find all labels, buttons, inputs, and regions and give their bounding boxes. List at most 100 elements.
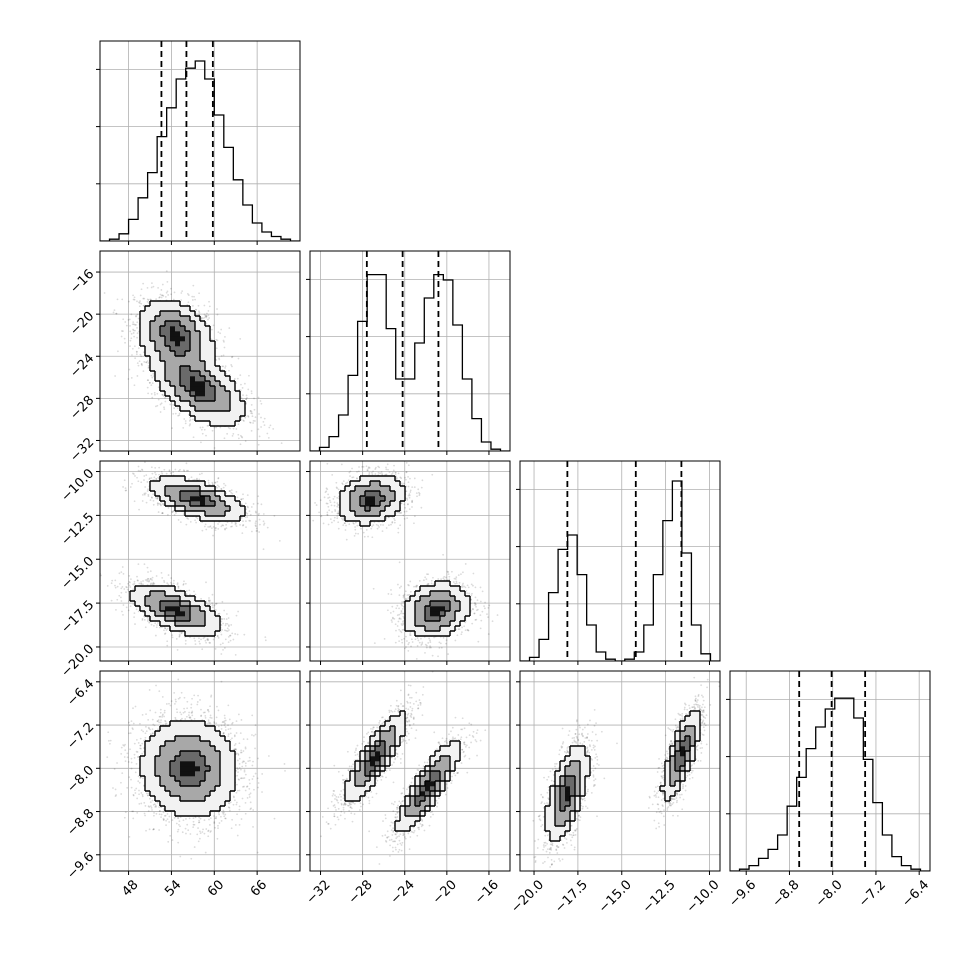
scatter-point bbox=[157, 622, 159, 624]
scatter-point bbox=[168, 507, 170, 509]
scatter-point bbox=[177, 407, 179, 409]
scatter-point bbox=[231, 489, 233, 491]
density-cell bbox=[190, 336, 195, 341]
scatter-point bbox=[136, 327, 138, 329]
scatter-point bbox=[182, 427, 184, 429]
scatter-point bbox=[141, 365, 143, 367]
scatter-point bbox=[236, 615, 238, 617]
scatter-point bbox=[129, 586, 131, 588]
scatter-point bbox=[162, 295, 164, 297]
scatter-point bbox=[153, 500, 155, 502]
density-cell bbox=[200, 391, 205, 396]
density-cell bbox=[215, 411, 220, 416]
density-cell bbox=[225, 381, 230, 386]
scatter-point bbox=[251, 430, 253, 432]
scatter-point bbox=[170, 288, 172, 290]
density-cell bbox=[170, 311, 175, 316]
scatter-point bbox=[185, 643, 187, 645]
scatter-point bbox=[158, 399, 160, 401]
scatter-point bbox=[146, 481, 148, 483]
scatter-point bbox=[222, 365, 224, 367]
density-cell bbox=[205, 386, 210, 391]
scatter-point bbox=[198, 314, 200, 316]
scatter-point bbox=[138, 466, 140, 468]
scatter-point bbox=[195, 643, 197, 645]
scatter-point bbox=[129, 369, 131, 371]
scatter-point bbox=[254, 409, 256, 411]
scatter-point bbox=[171, 427, 173, 429]
scatter-point bbox=[251, 390, 253, 392]
scatter-point bbox=[213, 639, 215, 641]
scatter-point bbox=[251, 404, 253, 406]
density-cell bbox=[215, 396, 220, 401]
scatter-point bbox=[162, 512, 164, 514]
scatter-point bbox=[198, 305, 200, 307]
scatter-point bbox=[164, 401, 166, 403]
scatter-point bbox=[216, 347, 218, 349]
density-cell bbox=[160, 316, 165, 321]
scatter-point bbox=[161, 471, 163, 473]
scatter-point bbox=[136, 321, 138, 323]
scatter-point bbox=[158, 474, 160, 476]
scatter-point bbox=[228, 641, 230, 643]
scatter-point bbox=[192, 285, 194, 287]
scatter-point bbox=[255, 511, 257, 513]
scatter-point bbox=[131, 354, 133, 356]
scatter-point bbox=[150, 578, 152, 580]
scatter-point bbox=[135, 315, 137, 317]
density-cell bbox=[145, 311, 150, 316]
scatter-point bbox=[121, 298, 123, 300]
scatter-point bbox=[253, 420, 255, 422]
density-cell bbox=[205, 351, 210, 356]
scatter-point bbox=[147, 367, 149, 369]
density-cell bbox=[180, 346, 185, 351]
density-cell bbox=[150, 356, 155, 361]
scatter-point bbox=[117, 350, 119, 352]
scatter-point bbox=[238, 423, 240, 425]
scatter-point bbox=[130, 337, 132, 339]
scatter-point bbox=[242, 419, 244, 421]
scatter-point bbox=[215, 339, 217, 341]
scatter-point bbox=[139, 302, 141, 304]
scatter-point bbox=[147, 379, 149, 381]
scatter-point bbox=[124, 321, 126, 323]
scatter-point bbox=[212, 430, 214, 432]
scatter-point bbox=[188, 294, 190, 296]
scatter-point bbox=[233, 428, 235, 430]
scatter-point bbox=[224, 437, 226, 439]
scatter-point bbox=[240, 443, 242, 445]
scatter-point bbox=[255, 520, 257, 522]
density-cell bbox=[220, 411, 225, 416]
scatter-point bbox=[205, 529, 207, 531]
scatter-point bbox=[183, 580, 185, 582]
scatter-point bbox=[222, 649, 224, 651]
scatter-point bbox=[253, 503, 255, 505]
scatter-point bbox=[138, 347, 140, 349]
scatter-point bbox=[143, 479, 145, 481]
scatter-point bbox=[236, 491, 238, 493]
scatter-point bbox=[217, 635, 219, 637]
scatter-point bbox=[145, 362, 147, 364]
scatter-point bbox=[258, 513, 260, 515]
density-cell bbox=[200, 381, 205, 386]
density-cell bbox=[200, 326, 205, 331]
density-cell bbox=[210, 401, 215, 406]
scatter-point bbox=[248, 375, 250, 377]
scatter-point bbox=[129, 331, 131, 333]
scatter-point bbox=[229, 490, 231, 492]
scatter-point bbox=[153, 375, 155, 377]
scatter-point bbox=[232, 433, 234, 435]
density-cell bbox=[205, 391, 210, 396]
scatter-point bbox=[139, 360, 141, 362]
scatter-point bbox=[148, 299, 150, 301]
scatter-point bbox=[239, 338, 241, 340]
scatter-point bbox=[145, 474, 147, 476]
scatter-point bbox=[164, 627, 166, 629]
density-cell bbox=[205, 401, 210, 406]
scatter-point bbox=[161, 577, 163, 579]
scatter-point bbox=[136, 351, 138, 353]
density-cell bbox=[175, 346, 180, 351]
scatter-point bbox=[179, 413, 181, 415]
density-cell bbox=[180, 366, 185, 371]
scatter-point bbox=[247, 389, 249, 391]
